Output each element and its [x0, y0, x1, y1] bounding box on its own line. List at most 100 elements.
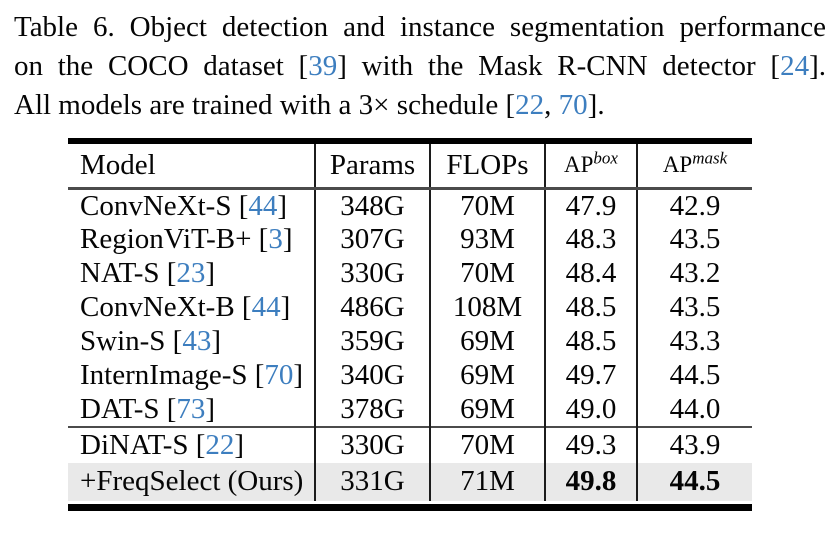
flops-cell: 70M — [429, 256, 545, 291]
header-base-text: AP — [662, 152, 693, 178]
citation-link[interactable]: 44 — [251, 291, 281, 323]
text-segment: ]. — [809, 50, 827, 82]
model-cell: +FreqSelect (Ours) — [68, 463, 315, 501]
model-cell: InternImage-S [70] — [68, 359, 315, 393]
flops-cell: 69M — [429, 358, 545, 393]
ap-mask-cell: 43.3 — [636, 324, 752, 359]
header-base-text: AP — [564, 152, 594, 178]
params-cell: 348G — [314, 188, 430, 223]
results-table: Model Params FLOPs APbox APmask ConvNeXt-S [… — [68, 138, 752, 511]
header-row: Model Params FLOPs APbox APmask — [68, 144, 752, 188]
text-segment: Table 6. Object detection and instance s… — [14, 11, 826, 43]
flops-cell: 70M — [429, 188, 545, 223]
text-segment: DAT-S [ — [80, 392, 177, 425]
ap-box-cell: 48.5 — [544, 290, 637, 325]
ap-box-cell: 48.5 — [544, 324, 637, 359]
table-body-group-2: DiNAT-S [22] 330G 70M 49.3 43.9 +FreqSelect (… — [68, 426, 752, 501]
citation-link[interactable]: 39 — [308, 50, 338, 82]
ap-mask-cell: 43.5 — [636, 222, 752, 257]
table-row: DAT-S [73] 378G 69M 49.0 44.0 — [68, 392, 752, 427]
table-row: ConvNeXt-S [44] 348G 70M 47.9 42.9 — [68, 188, 752, 223]
text-segment: All models are trained with a 3× schedul… — [14, 89, 516, 121]
params-cell: 340G — [314, 358, 430, 393]
ap-mask-cell: 44.5 — [636, 462, 752, 501]
params-cell: 486G — [314, 290, 430, 325]
text-segment: Swin-S [ — [80, 325, 183, 357]
citation-link[interactable]: 44 — [248, 189, 278, 222]
ap-box-cell: 48.3 — [544, 222, 637, 257]
ap-mask-cell: 43.2 — [636, 256, 752, 291]
caption-line-2: on the COCO dataset [39] with the Mask R… — [14, 47, 826, 86]
column-header-params: Params — [314, 144, 430, 188]
table-body-group-1: ConvNeXt-S [44] 348G 70M 47.9 42.9 RegionViT-… — [68, 188, 752, 427]
table-header-row: Model Params FLOPs APbox APmask — [68, 144, 752, 188]
header-superscript: mask — [692, 148, 728, 168]
table-row: InternImage-S [70] 340G 69M 49.7 44.5 — [68, 358, 752, 393]
text-segment: ] — [293, 359, 304, 391]
text-segment: ConvNeXt-S [ — [80, 189, 249, 222]
text-segment: ] — [277, 189, 288, 222]
citation-link[interactable]: 70 — [264, 359, 294, 391]
table-row: DiNAT-S [22] 330G 70M 49.3 43.9 — [68, 426, 752, 463]
ap-box-cell: 49.3 — [544, 426, 637, 463]
params-cell: 378G — [314, 392, 430, 427]
header-superscript: box — [593, 148, 618, 168]
citation-link[interactable]: 22 — [205, 428, 235, 461]
ap-mask-cell: 44.0 — [636, 392, 752, 427]
model-cell: RegionViT-B+ [3] — [68, 223, 315, 257]
caption-line-3: All models are trained with a 3× schedul… — [14, 86, 826, 125]
table-row: Swin-S [43] 359G 69M 48.5 43.3 — [68, 324, 752, 359]
flops-cell: 108M — [429, 290, 545, 325]
citation-link[interactable]: 70 — [558, 89, 588, 121]
table-top-rule — [68, 138, 752, 144]
ap-mask-cell: 43.9 — [636, 426, 752, 463]
text-segment: InternImage-S [ — [80, 359, 265, 391]
model-cell: ConvNeXt-S [44] — [68, 188, 315, 223]
text-segment: ] — [280, 291, 291, 323]
params-cell: 330G — [314, 256, 430, 291]
text-segment: ] with the Mask R-CNN detector [ — [337, 50, 781, 82]
citation-link[interactable]: 23 — [176, 257, 206, 289]
text-segment: ] — [234, 428, 245, 461]
ap-box-cell: 49.8 — [544, 462, 637, 501]
params-cell: 331G — [314, 462, 430, 501]
model-cell: ConvNeXt-B [44] — [68, 291, 315, 325]
column-header-ap-mask: APmask — [636, 144, 752, 188]
model-cell: DAT-S [73] — [68, 393, 315, 427]
flops-cell: 69M — [429, 324, 545, 359]
ap-mask-cell: 44.5 — [636, 358, 752, 393]
citation-link[interactable]: 3 — [268, 223, 283, 255]
text-segment: on the COCO dataset [ — [14, 50, 309, 82]
ap-box-cell: 48.4 — [544, 256, 637, 291]
table-row: ConvNeXt-B [44] 486G 108M 48.5 43.5 — [68, 290, 752, 325]
text-segment: RegionViT-B+ [ — [80, 223, 269, 255]
text-segment: DiNAT-S [ — [80, 428, 206, 461]
citation-link[interactable]: 43 — [182, 325, 212, 357]
column-header-flops: FLOPs — [429, 144, 545, 188]
params-cell: 307G — [314, 222, 430, 257]
params-cell: 330G — [314, 426, 430, 463]
ap-mask-cell: 43.5 — [636, 290, 752, 325]
text-segment: NAT-S [ — [80, 257, 177, 289]
ap-box-cell: 49.7 — [544, 358, 637, 393]
params-cell: 359G — [314, 324, 430, 359]
text-segment: , — [544, 89, 559, 121]
model-cell: DiNAT-S [22] — [68, 427, 315, 463]
table-row: NAT-S [23] 330G 70M 48.4 43.2 — [68, 256, 752, 291]
flops-cell: 93M — [429, 222, 545, 257]
flops-cell: 71M — [429, 462, 545, 501]
citation-link[interactable]: 24 — [780, 50, 810, 82]
table-caption: Table 6. Object detection and instance s… — [14, 8, 826, 125]
results-table-grid: Model Params FLOPs APbox APmask ConvNeXt-S [… — [68, 144, 752, 501]
table-row: RegionViT-B+ [3] 307G 93M 48.3 43.5 — [68, 222, 752, 257]
citation-link[interactable]: 73 — [176, 392, 206, 425]
model-cell: Swin-S [43] — [68, 325, 315, 359]
citation-link[interactable]: 22 — [515, 89, 545, 121]
model-cell: NAT-S [23] — [68, 257, 315, 291]
text-segment: +FreqSelect (Ours) — [80, 465, 304, 497]
column-header-model: Model — [80, 148, 156, 181]
flops-cell: 70M — [429, 426, 545, 463]
text-segment: ] — [205, 257, 216, 289]
text-segment: ConvNeXt-B [ — [80, 291, 252, 323]
